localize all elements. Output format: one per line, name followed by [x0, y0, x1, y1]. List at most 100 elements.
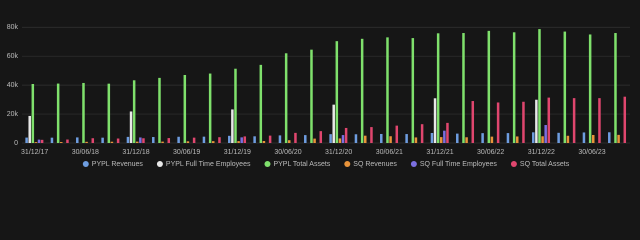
x-tick-label: 30/06/19 [173, 149, 200, 156]
bar [237, 141, 240, 143]
bar [304, 135, 307, 143]
bar [259, 64, 263, 143]
bar [557, 132, 560, 143]
bar [208, 73, 212, 143]
bar [535, 99, 538, 143]
bar [278, 135, 282, 143]
bar [443, 130, 446, 143]
bar [370, 127, 373, 143]
bar [506, 133, 510, 143]
bar [496, 102, 500, 143]
bar [183, 74, 187, 143]
legend-label: SQ Full Time Employees [420, 161, 498, 168]
chart: 0 20k 40k 60k 80k 31/12/17 30/06/18 31/12/18 30/… [7, 24, 630, 168]
bar [107, 83, 111, 143]
bar [566, 135, 570, 143]
bar [40, 139, 44, 143]
bar [440, 137, 443, 143]
bar [177, 136, 180, 143]
bar [186, 141, 190, 143]
bar [462, 33, 465, 143]
bar [243, 136, 247, 143]
bar [31, 83, 35, 143]
bar [598, 98, 601, 143]
bar [218, 137, 221, 143]
bar [623, 96, 627, 143]
bar [234, 68, 237, 143]
bar [329, 134, 332, 143]
bar [411, 38, 415, 143]
bar [110, 141, 114, 143]
bar [240, 137, 243, 143]
bar [436, 33, 440, 143]
bar [490, 136, 494, 143]
bar [433, 98, 437, 143]
bar [354, 134, 358, 143]
bar [512, 32, 516, 143]
bar [319, 131, 323, 143]
y-tick-label: 40k [7, 82, 19, 89]
bar [126, 136, 130, 143]
bar [152, 137, 155, 143]
legend-label: SQ Total Assets [520, 161, 570, 168]
bar [420, 124, 424, 143]
y-tick-label: 60k [7, 53, 19, 60]
x-tick-label: 30/06/23 [578, 149, 605, 156]
bar [344, 127, 348, 143]
bar [335, 41, 339, 143]
bar [532, 132, 535, 143]
bar [56, 83, 60, 143]
bar [538, 29, 541, 143]
y-tick-label: 0 [14, 140, 18, 147]
y-tick-label: 80k [7, 24, 19, 31]
bar [253, 136, 256, 143]
bar [338, 138, 342, 143]
bar [161, 141, 164, 143]
bar [28, 115, 31, 143]
bar [136, 141, 139, 143]
bar [50, 137, 54, 143]
x-tick-label: 31/12/18 [122, 149, 149, 156]
x-tick-label: 31/12/21 [426, 149, 453, 156]
legend-marker [264, 161, 271, 167]
legend-marker [82, 161, 89, 167]
bar [37, 139, 41, 143]
bar [465, 137, 468, 143]
bar [34, 142, 38, 143]
bar [231, 109, 234, 143]
bar [487, 30, 491, 143]
legend-marker [410, 161, 417, 167]
legend-label: SQ Revenues [353, 161, 397, 168]
bar [592, 134, 595, 143]
bar [85, 141, 88, 143]
bar [380, 133, 383, 143]
bar [91, 138, 95, 143]
bar [310, 49, 313, 144]
bar [364, 135, 367, 143]
bar [430, 132, 434, 143]
bar [588, 34, 592, 143]
x-tick-label: 31/12/20 [325, 149, 352, 156]
bar [212, 141, 215, 143]
bar [572, 98, 576, 143]
bar [481, 133, 484, 143]
bar [547, 97, 551, 143]
legend: PYPL Revenues PYPL Full Time Employees PYP… [82, 161, 570, 168]
bar [516, 136, 519, 143]
bar [614, 33, 617, 143]
bar [139, 137, 142, 143]
bar [541, 136, 544, 143]
bar [262, 141, 266, 143]
bar [563, 31, 567, 144]
bar [446, 122, 449, 143]
x-tick-label: 30/06/21 [376, 149, 403, 156]
bar [386, 37, 389, 144]
legend-label: PYPL Total Assets [273, 161, 330, 168]
y-tick-label: 20k [7, 111, 19, 118]
legend-marker [344, 161, 351, 167]
bar [414, 137, 418, 143]
legend-marker [156, 161, 163, 167]
bar [405, 134, 408, 143]
bar [395, 125, 399, 143]
bar [522, 101, 525, 143]
